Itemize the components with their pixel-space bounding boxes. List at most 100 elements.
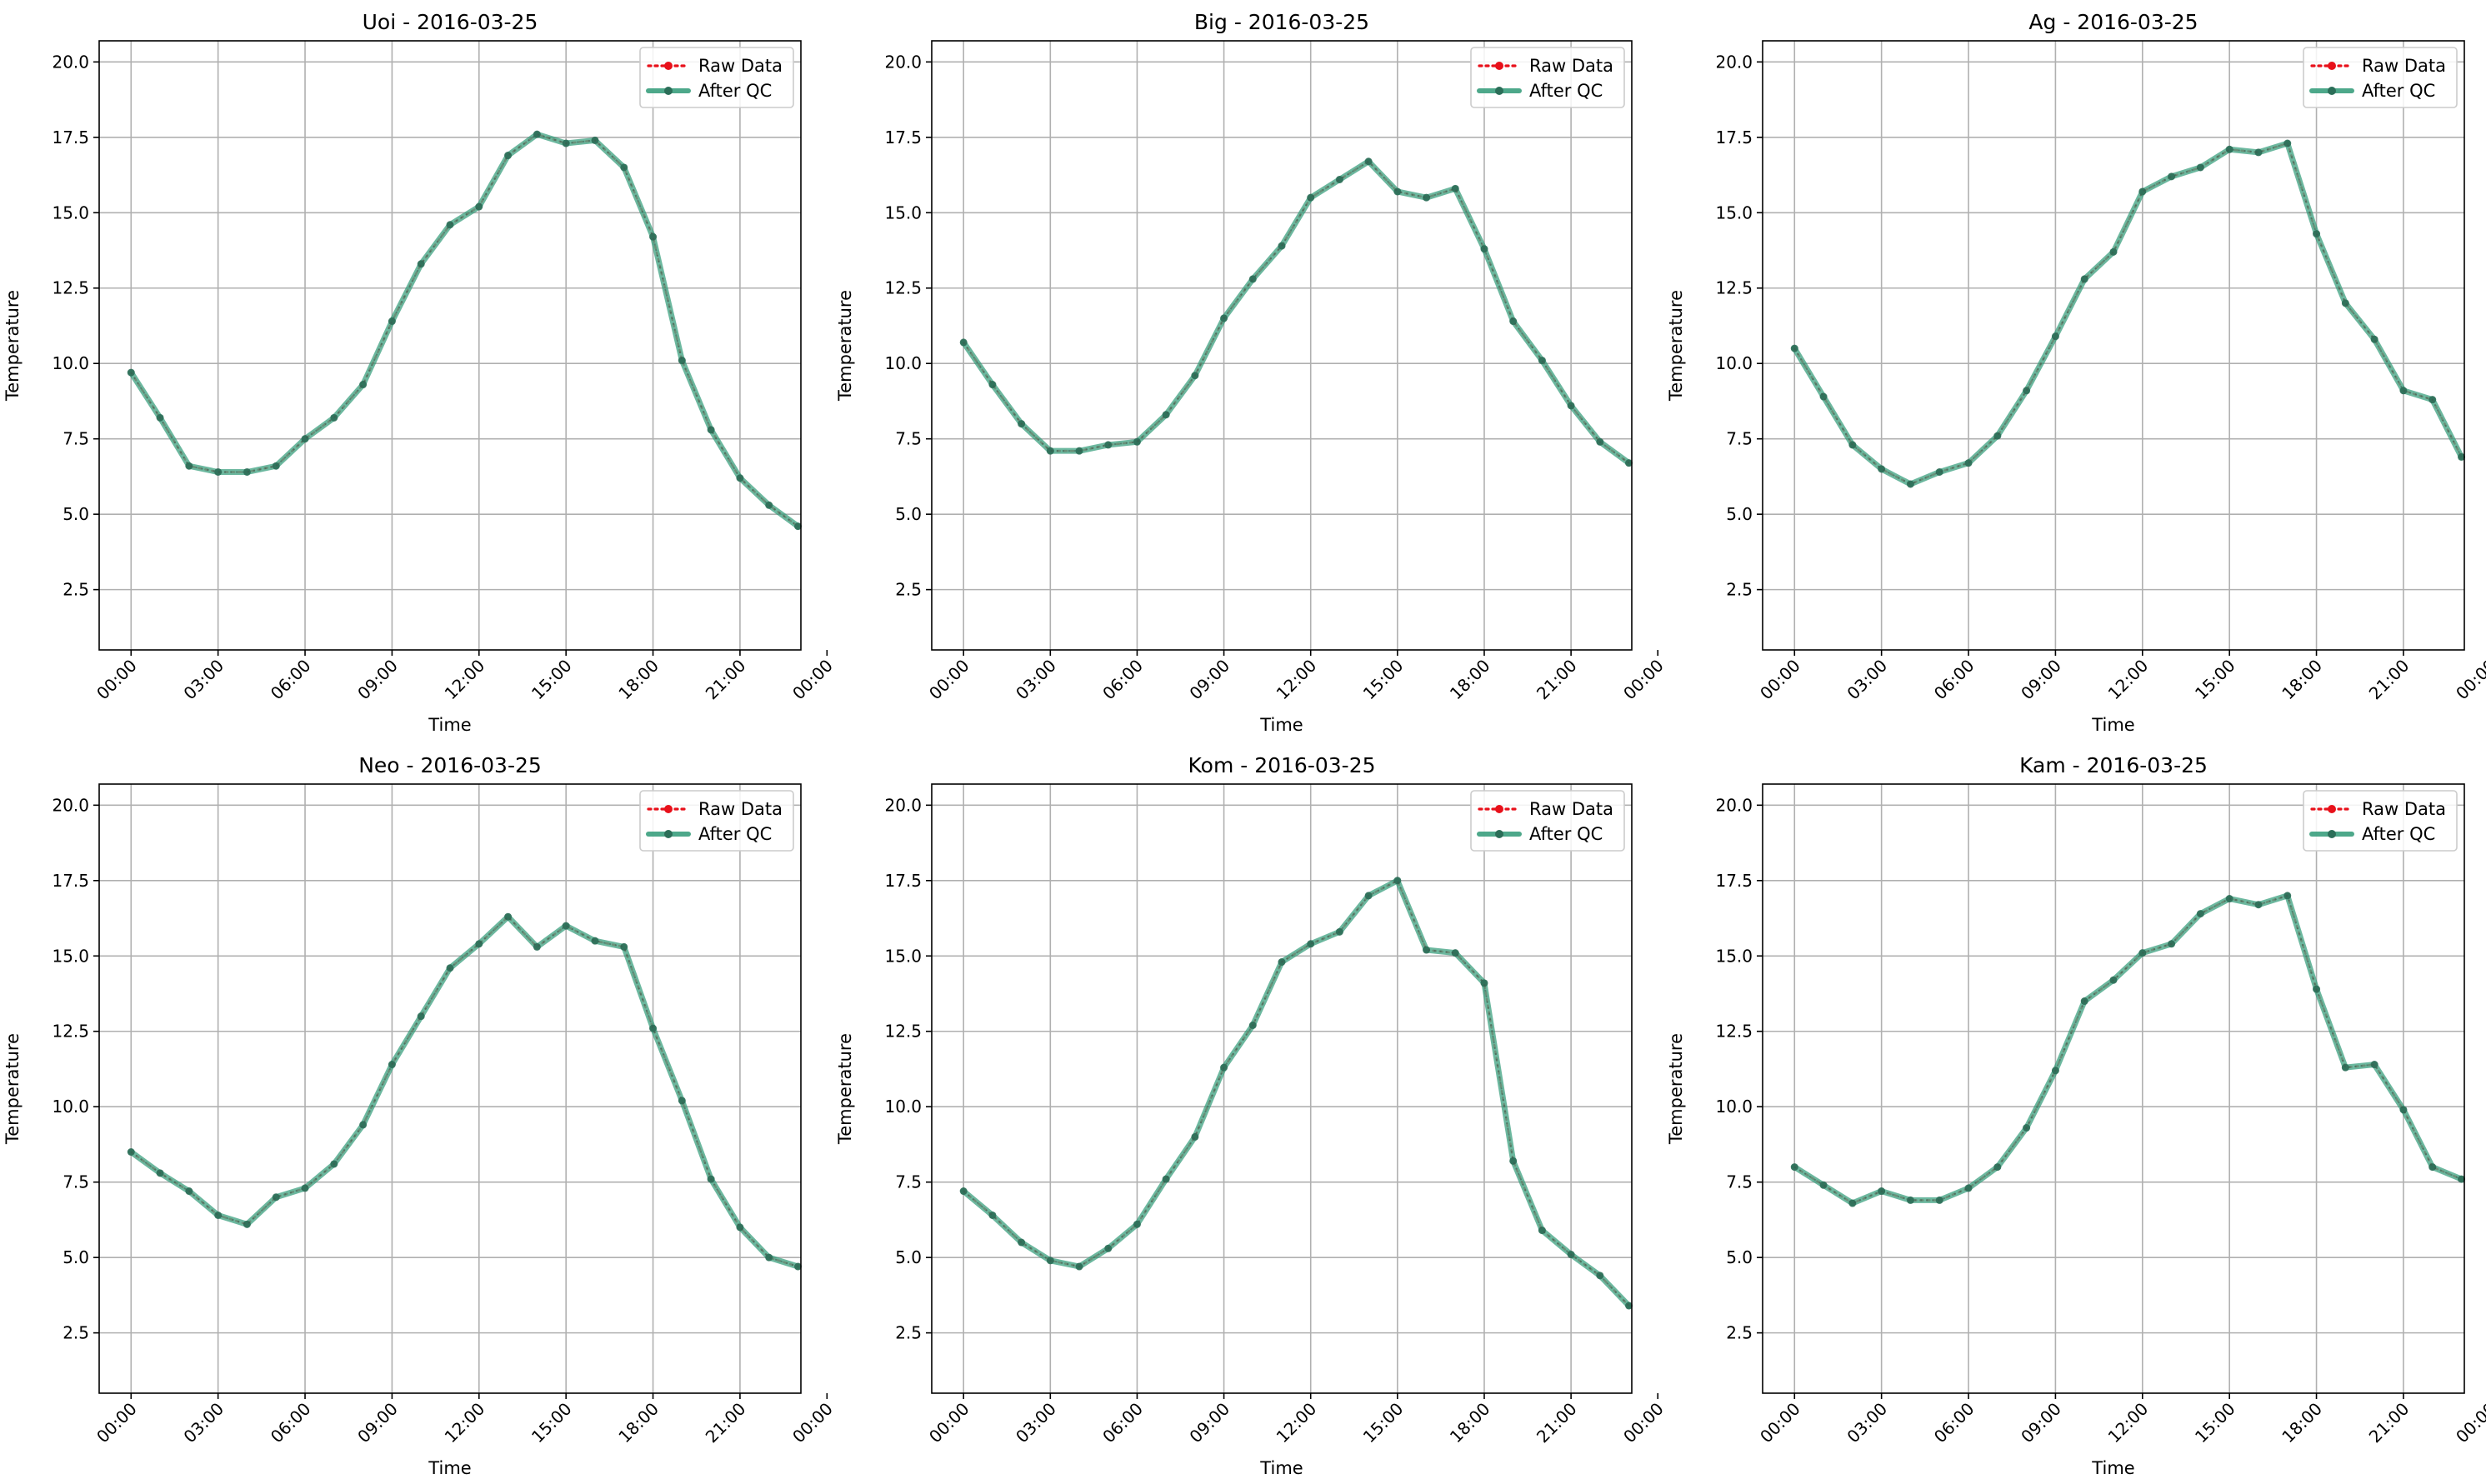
x-tick-label: 00:00 <box>925 656 973 704</box>
chart-title: Neo - 2016-03-25 <box>358 753 542 777</box>
x-tick-label: 03:00 <box>179 656 228 704</box>
x-tick-label: 12:00 <box>441 1399 489 1447</box>
x-tick-label: 00:00 <box>788 1399 837 1447</box>
raw-data-line <box>1793 142 2463 486</box>
after-qc-point <box>591 937 599 945</box>
after-qc-point <box>272 1193 280 1202</box>
y-tick-label: 12.5 <box>1715 1022 1753 1042</box>
x-tick-label: 18:00 <box>2278 1399 2326 1447</box>
after-qc-point <box>2168 172 2176 181</box>
x-tick-label: 00:00 <box>925 1399 973 1447</box>
y-tick-label: 2.5 <box>895 580 922 600</box>
after-qc-point <box>388 1061 396 1069</box>
y-tick-label: 20.0 <box>1715 795 1753 815</box>
after-qc-point <box>1393 877 1402 885</box>
after-qc-point <box>1538 357 1546 365</box>
after-qc-point <box>2109 247 2118 256</box>
legend: Raw Data After QC <box>2303 790 2458 852</box>
legend-raw-label: Raw Data <box>1529 799 1613 819</box>
after-qc-point <box>2051 332 2059 341</box>
after-qc-point <box>446 964 454 972</box>
after-qc-point <box>1104 441 1113 449</box>
after-qc-point <box>2225 145 2233 153</box>
y-tick-label: 7.5 <box>1726 429 1753 449</box>
x-tick-label: 21:00 <box>2365 656 2413 704</box>
after-qc-line <box>128 131 802 530</box>
after-qc-point <box>359 381 368 389</box>
x-tick-label: 15:00 <box>1359 656 1408 704</box>
legend-qc-marker <box>1495 87 1503 95</box>
x-tick-label: 06:00 <box>267 656 315 704</box>
after-qc-point <box>1480 979 1488 987</box>
axes-frame <box>931 783 1633 1394</box>
x-tick-label: 09:00 <box>353 656 402 704</box>
axes-frame <box>1762 783 2465 1394</box>
x-tick-label: 00:00 <box>93 1399 141 1447</box>
y-tick-label: 17.5 <box>1715 871 1753 891</box>
after-qc-point <box>2458 1175 2466 1183</box>
after-qc-point <box>1509 1157 1518 1165</box>
x-tick-label: 18:00 <box>614 656 663 704</box>
after-qc-point <box>1248 275 1257 283</box>
y-tick-label: 10.0 <box>52 353 89 373</box>
x-tick-label: 09:00 <box>1185 656 1233 704</box>
x-tick-label: 15:00 <box>2191 656 2239 704</box>
x-tick-label: 18:00 <box>1446 1399 1494 1447</box>
after-qc-point <box>2341 299 2349 307</box>
x-axis-label: Time <box>1259 1458 1303 1478</box>
x-tick-label: 03:00 <box>179 1399 228 1447</box>
y-axis-label: Temperature <box>3 1033 23 1145</box>
legend-qc-marker <box>664 87 673 95</box>
raw-data-overlay <box>130 915 798 1267</box>
chart-title: Uoi - 2016-03-25 <box>363 10 538 34</box>
x-tick-label: 06:00 <box>1930 1399 1978 1447</box>
after-qc-point <box>1906 480 1914 488</box>
x-tick-label: 18:00 <box>1446 656 1494 704</box>
legend: Raw Data After QC <box>1470 790 1625 852</box>
y-tick-label: 17.5 <box>52 871 89 891</box>
legend-raw-marker <box>1495 62 1503 70</box>
after-qc-point <box>1848 1199 1857 1207</box>
after-qc-point <box>620 942 628 951</box>
x-tick-label: 09:00 <box>353 1399 402 1447</box>
after-qc-point <box>504 152 513 160</box>
chart-panel-4: 2.5 5.0 7.5 10.0 12.5 15.0 17.5 20.0 00:00 03:00 0… <box>3 753 837 1478</box>
y-tick-label: 7.5 <box>895 429 922 449</box>
after-qc-point <box>1848 441 1857 449</box>
y-tick-label: 2.5 <box>1726 580 1753 600</box>
after-qc-point <box>2283 139 2292 147</box>
after-qc-line <box>960 877 1633 1309</box>
after-qc-point <box>562 922 570 930</box>
x-tick-label: 00:00 <box>1619 656 1668 704</box>
legend-raw-marker <box>664 805 673 813</box>
y-tick-label: 5.0 <box>63 504 89 524</box>
x-tick-label: 00:00 <box>2452 656 2486 704</box>
axes-frame <box>1762 40 2465 651</box>
after-qc-point <box>620 163 628 172</box>
y-tick-label: 20.0 <box>52 795 89 815</box>
raw-data-line <box>129 132 799 527</box>
x-axis-label: Time <box>2091 1458 2134 1478</box>
x-tick-label: 00:00 <box>2452 1399 2486 1447</box>
chart-title: Kom - 2016-03-25 <box>1188 753 1376 777</box>
after-qc-point <box>678 357 686 365</box>
after-qc-point <box>1220 1063 1228 1072</box>
x-tick-label: 03:00 <box>1012 656 1060 704</box>
after-qc-point <box>2399 1106 2408 1114</box>
after-qc-point <box>649 232 658 241</box>
y-tick-label: 12.5 <box>52 278 89 298</box>
y-tick-label: 5.0 <box>895 1247 922 1267</box>
raw-data-overlay <box>1793 894 2462 1205</box>
after-qc-point <box>359 1121 368 1129</box>
after-qc-point <box>243 467 251 476</box>
y-tick-label: 15.0 <box>52 946 89 966</box>
legend: Raw Data After QC <box>639 47 794 108</box>
after-qc-line <box>960 158 1633 467</box>
y-tick-label: 2.5 <box>1726 1323 1753 1343</box>
x-tick-label: 09:00 <box>1185 1399 1233 1447</box>
after-qc-point <box>1964 459 1973 467</box>
legend-raw-label: Raw Data <box>698 799 783 819</box>
x-tick-label: 18:00 <box>2278 656 2326 704</box>
after-qc-point <box>1423 946 1431 954</box>
